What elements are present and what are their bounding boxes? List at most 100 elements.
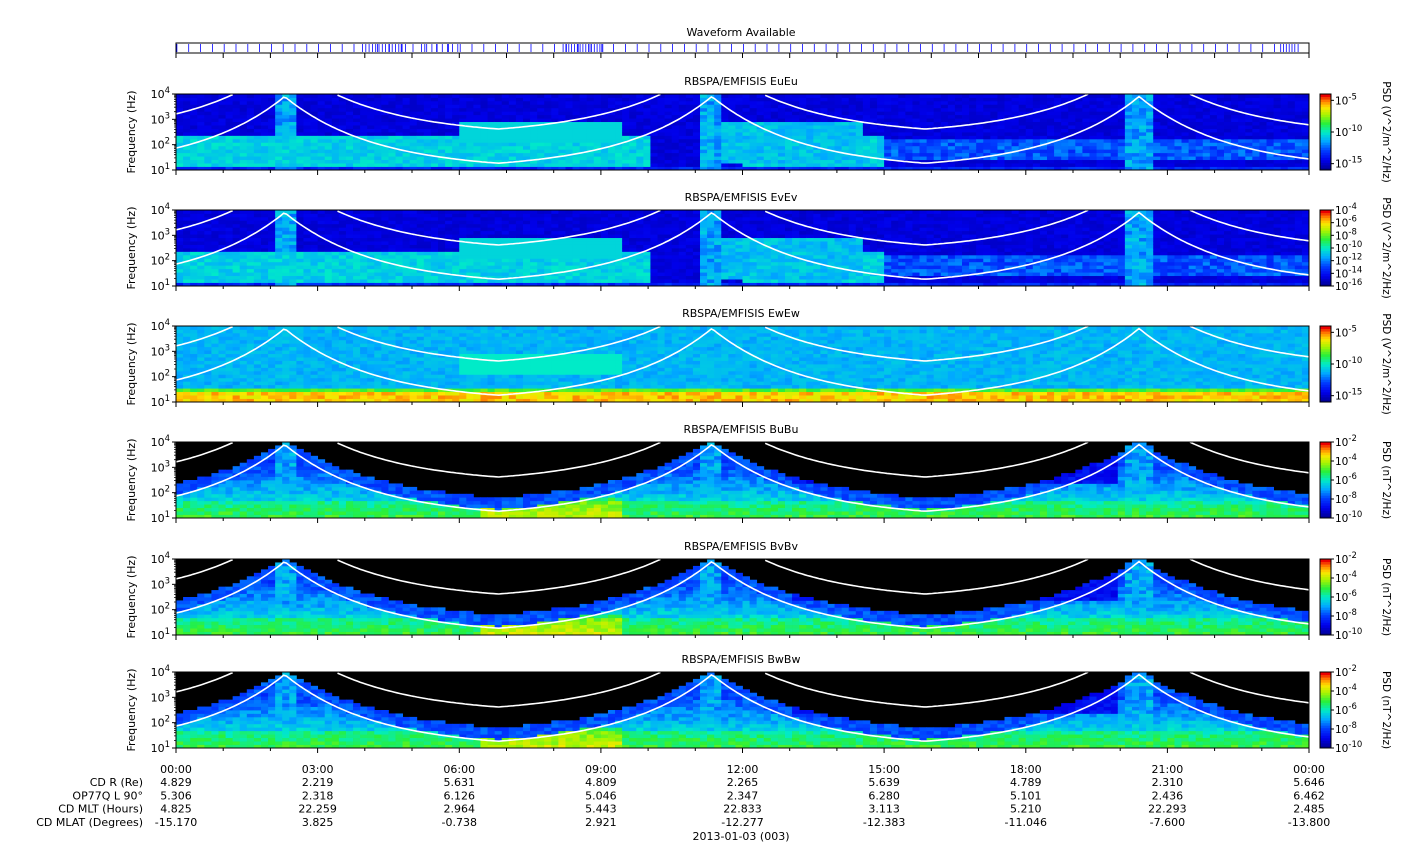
y-axis-label: Frequency (Hz) — [125, 91, 138, 174]
colorbar-tick-label: 10-2 — [1335, 551, 1357, 566]
waveform-markers — [176, 44, 1299, 52]
y-axis-label: Frequency (Hz) — [125, 439, 138, 522]
ephemeris-value: 4.825 — [160, 803, 192, 816]
fce-tenth-curve — [175, 95, 1310, 165]
ephemeris-value: 2.310 — [1152, 776, 1184, 789]
x-ticks — [175, 748, 1310, 753]
x-ticks — [175, 402, 1310, 407]
x-tick-label: 12:00 — [727, 763, 759, 776]
x-tick-label: 15:00 — [868, 763, 900, 776]
colorbar-tick-label: 10-8 — [1335, 491, 1357, 506]
y-tick-label: 101 — [151, 740, 170, 755]
x-ticks — [175, 286, 1310, 291]
ephemeris-value: 2.265 — [727, 776, 759, 789]
colorbar-tick-label: 10-2 — [1335, 664, 1357, 679]
y-tick-label: 102 — [151, 369, 170, 384]
spectrogram-panel: RBSPA/EMFISIS EvEv 101 102 103 104 Frequency … — [125, 191, 1392, 299]
fce-tenth-curve — [175, 443, 1310, 513]
ephemeris-value: 4.789 — [1010, 776, 1042, 789]
panel-title: RBSPA/EMFISIS EuEu — [684, 75, 798, 88]
spectrogram-cells — [176, 94, 1310, 171]
colorbar-tick-label: 10-6 — [1335, 589, 1357, 604]
fce-curve — [175, 671, 1310, 708]
y-tick-label: 104 — [151, 318, 170, 333]
colorbar-tick-label: 10-5 — [1335, 92, 1357, 107]
ephemeris-label: CD MLAT (Degrees) — [36, 816, 143, 829]
y-tick-label: 104 — [151, 434, 170, 449]
y-tick-label: 103 — [151, 111, 170, 126]
panel-title: RBSPA/EMFISIS BvBv — [684, 540, 798, 553]
colorbar-tick-label: 10-10 — [1335, 240, 1362, 255]
spectrogram-panel: RBSPA/EMFISIS BwBw 101 102 103 104 Frequency … — [125, 653, 1392, 755]
colorbar: 10-5 10-10 10-15 PSD (V^2/m^2/Hz) — [1319, 81, 1392, 183]
colorbar: 10-2 10-4 10-6 10-8 10-10 PSD (nT^2/Hz) — [1319, 434, 1392, 525]
colorbar-tick-label: 10-4 — [1335, 570, 1357, 585]
colorbar-tick-label: 10-6 — [1335, 702, 1357, 717]
ephemeris-value: -12.277 — [721, 816, 763, 829]
ephemeris-value: 3.113 — [868, 803, 900, 816]
y-tick-label: 104 — [151, 202, 170, 217]
colorbar: 10-2 10-4 10-6 10-8 10-10 PSD (nT^2/Hz) — [1319, 664, 1392, 755]
ephemeris-label: CD R (Re) — [90, 776, 143, 789]
colorbar-tick-label: 10-15 — [1335, 388, 1362, 403]
x-ticks — [175, 518, 1310, 523]
spectrogram-cells — [176, 442, 1310, 519]
colorbar-tick-label: 10-15 — [1335, 156, 1362, 171]
y-tick-label: 104 — [151, 86, 170, 101]
ephemeris-value: -15.170 — [155, 816, 197, 829]
fce-tenth-curve — [175, 560, 1310, 630]
panel-title: RBSPA/EMFISIS EwEw — [682, 307, 800, 320]
ephemeris-value: 6.126 — [444, 789, 476, 802]
x-ticks — [175, 170, 1310, 175]
colorbar-label: PSD (nT^2/Hz) — [1380, 441, 1392, 519]
ephemeris-value: -13.800 — [1288, 816, 1330, 829]
colorbar-tick-label: 10-4 — [1335, 683, 1357, 698]
ephemeris-value: 5.646 — [1293, 776, 1325, 789]
spectrogram-cells — [176, 326, 1310, 403]
panel-title: RBSPA/EMFISIS EvEv — [685, 191, 798, 204]
ephemeris-value: 2.485 — [1293, 803, 1325, 816]
ephemeris-label: OP77Q L 90° — [72, 789, 143, 802]
panel-title: RBSPA/EMFISIS BuBu — [684, 423, 799, 436]
y-tick-label: 104 — [151, 664, 170, 679]
colorbar-tick-label: 10-6 — [1335, 215, 1357, 230]
y-tick-label: 103 — [151, 459, 170, 474]
ephemeris-value: 6.280 — [868, 789, 900, 802]
ephemeris-value: 22.259 — [298, 803, 337, 816]
waveform-available-strip: Waveform Available — [175, 26, 1310, 58]
y-tick-label: 104 — [151, 551, 170, 566]
ephemeris-value: 2.921 — [585, 816, 617, 829]
y-minor-ticks — [174, 672, 176, 741]
colorbar: 10-2 10-4 10-6 10-8 10-10 PSD (nT^2/Hz) — [1319, 551, 1392, 642]
panel-title: RBSPA/EMFISIS BwBw — [682, 653, 801, 666]
colorbar-tick-label: 10-10 — [1335, 356, 1362, 371]
ephemeris-value: 22.293 — [1148, 803, 1187, 816]
y-tick-label: 103 — [151, 343, 170, 358]
colorbar-tick-label: 10-5 — [1335, 324, 1357, 339]
y-minor-ticks — [174, 442, 176, 511]
spectrogram-cells — [176, 210, 1310, 287]
colorbar-tick-label: 10-14 — [1335, 265, 1362, 280]
y-tick-label: 102 — [151, 715, 170, 730]
ephemeris-value: -12.383 — [863, 816, 905, 829]
y-tick-label: 102 — [151, 253, 170, 268]
y-tick-label: 101 — [151, 627, 170, 642]
fce-curve — [175, 209, 1310, 246]
fce-tenth-curve — [175, 327, 1310, 397]
fce-curve — [175, 558, 1310, 595]
y-tick-label: 103 — [151, 227, 170, 242]
ephemeris-table: CD R (Re) 4.829 2.219 5.631 4.809 2.265 5.639 4… — [36, 776, 1330, 829]
ephemeris-value: 3.825 — [302, 816, 334, 829]
y-tick-label: 103 — [151, 576, 170, 591]
ephemeris-value: 4.829 — [160, 776, 192, 789]
y-tick-label: 102 — [151, 602, 170, 617]
x-ticks — [175, 635, 1310, 640]
colorbar-tick-label: 10-10 — [1335, 627, 1362, 642]
y-axis-label: Frequency (Hz) — [125, 323, 138, 406]
y-axis-label: Frequency (Hz) — [125, 207, 138, 290]
y-axis-label: Frequency (Hz) — [125, 669, 138, 752]
spectrogram-panel: RBSPA/EMFISIS BuBu 101 102 103 104 Frequency … — [125, 423, 1392, 525]
fce-curve — [175, 325, 1310, 362]
